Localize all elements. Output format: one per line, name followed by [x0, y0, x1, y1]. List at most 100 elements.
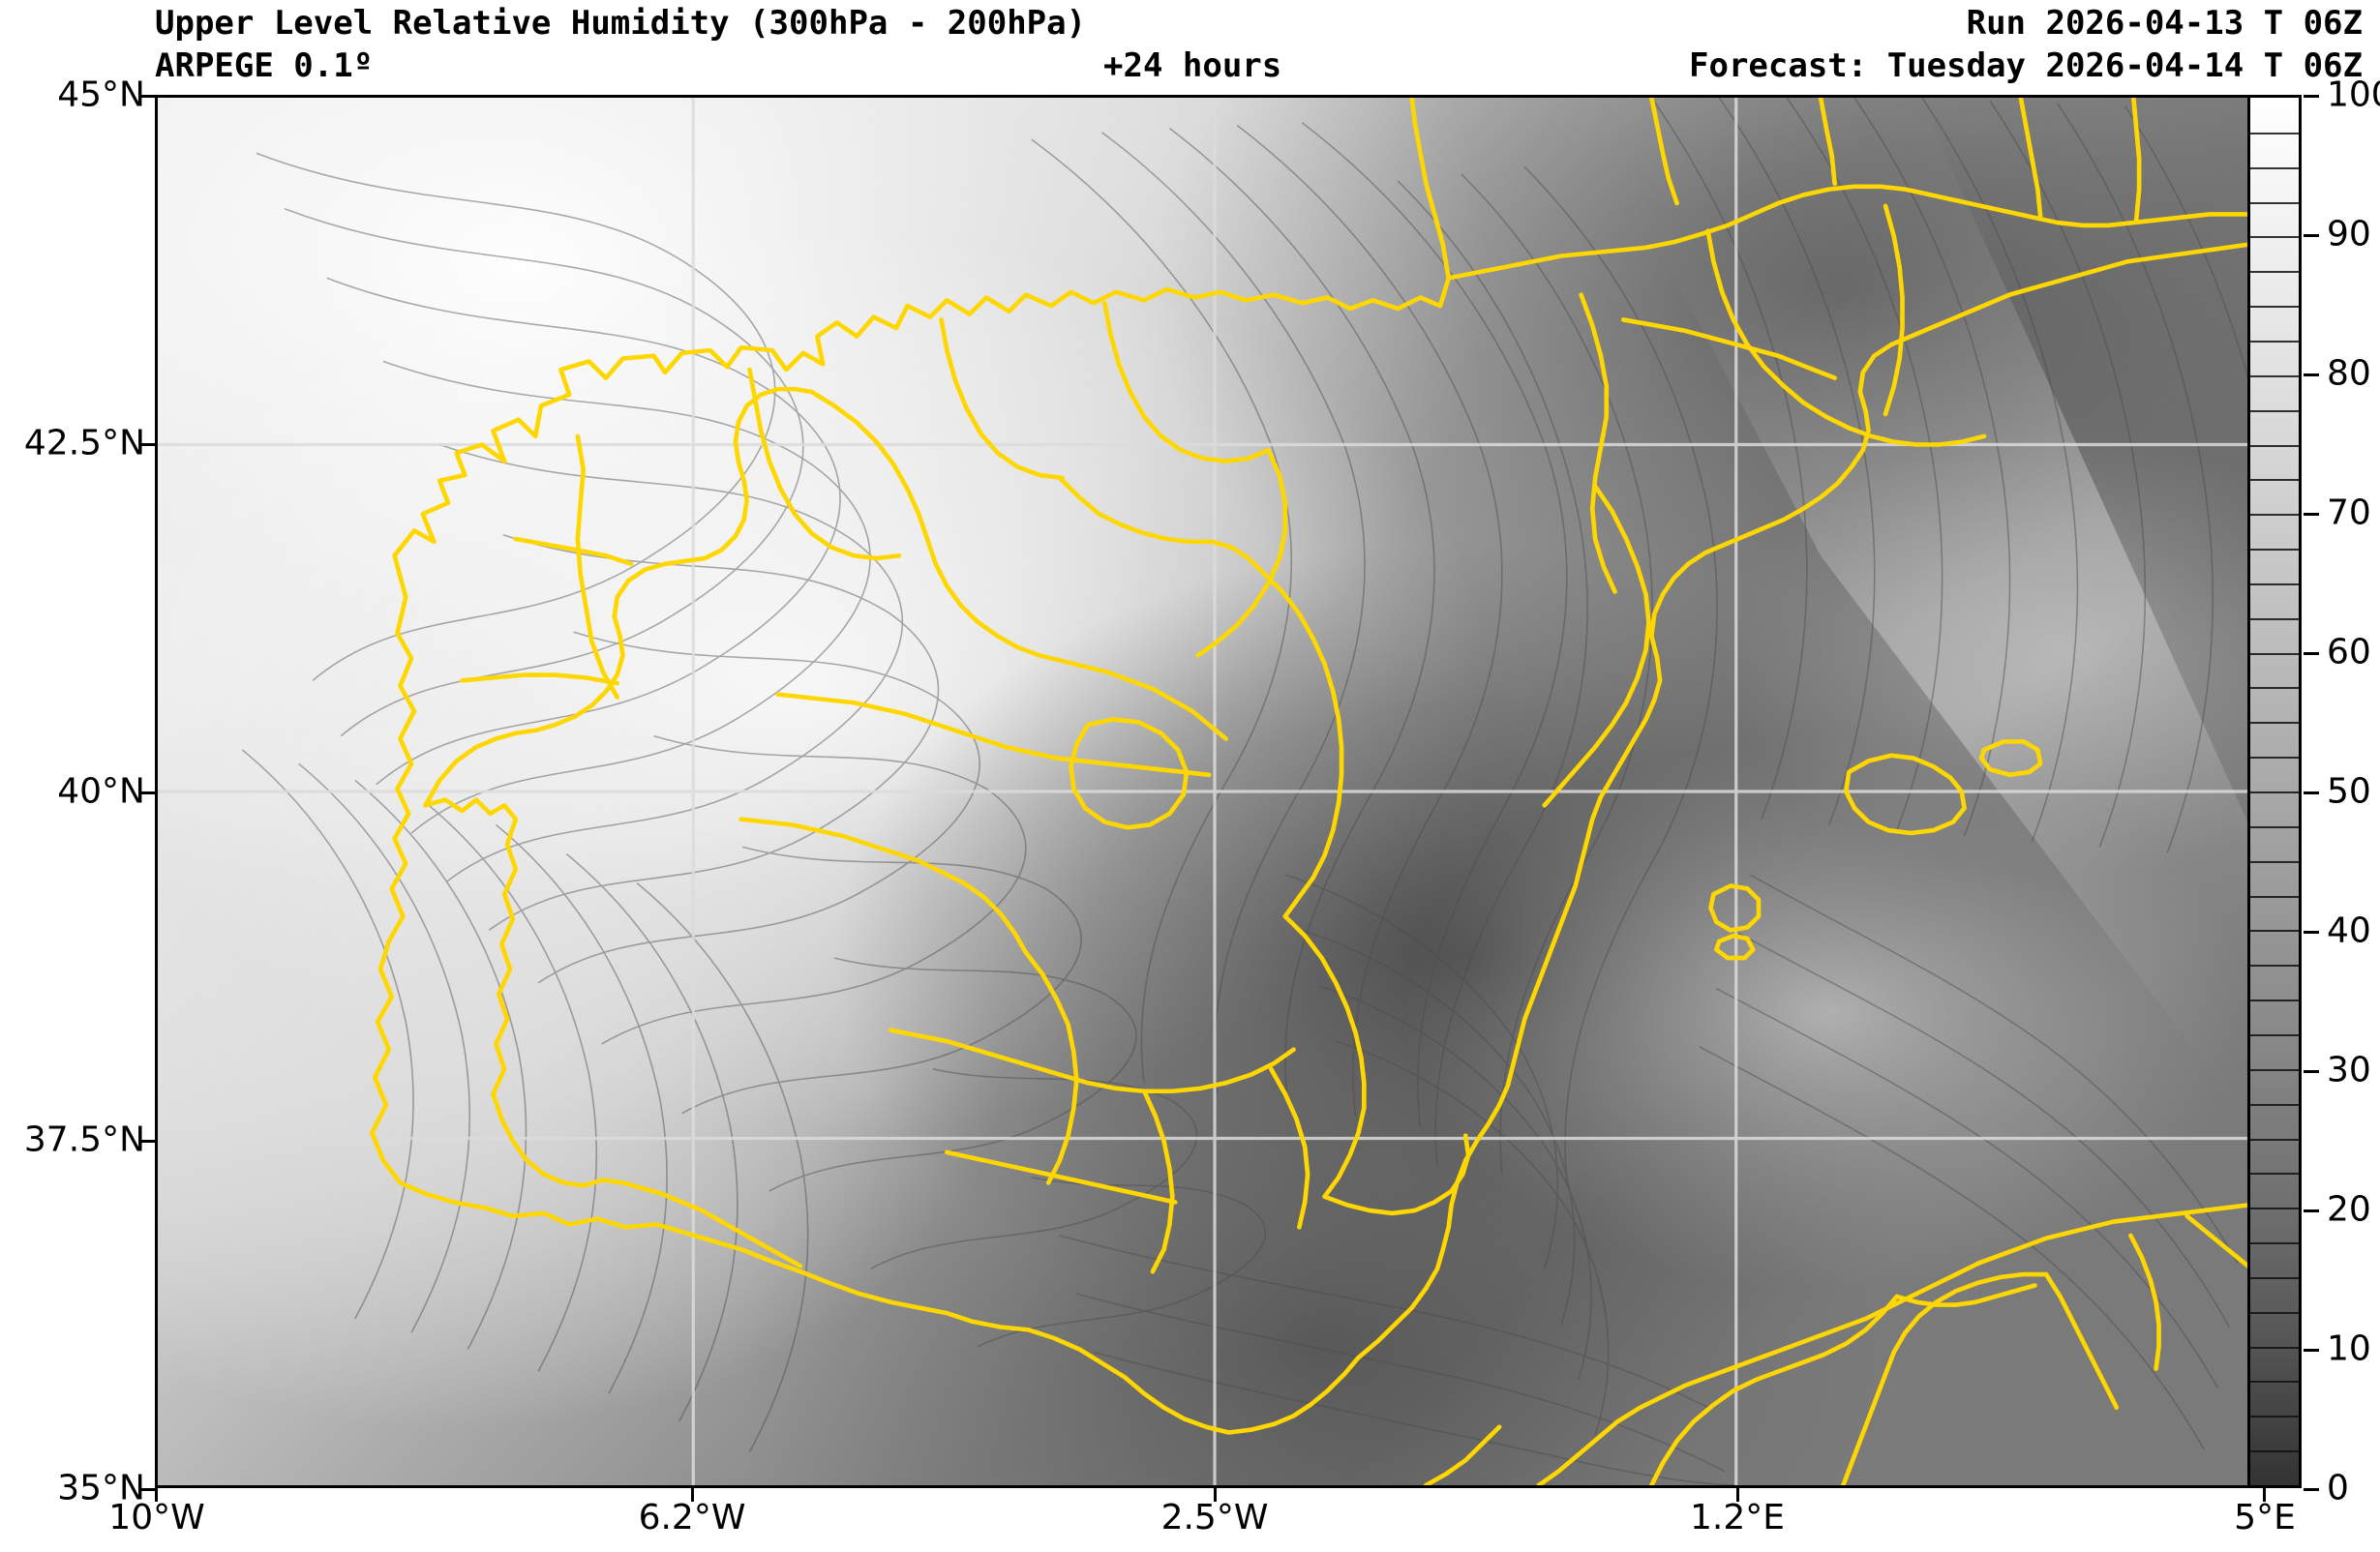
colorbar-tick-40 [2304, 931, 2319, 934]
y-tick-mark-37_5 [141, 1140, 155, 1143]
border-andalusia-3 [945, 1149, 1178, 1205]
colorbar-label-100: 100 [2327, 75, 2380, 115]
border-france-inner3 [1818, 98, 1837, 187]
border-africa-inner7 [1424, 1424, 1502, 1485]
humidity-map [158, 98, 2272, 1485]
colorbar-tick-100 [2304, 95, 2319, 98]
x-tick-mark-10W [155, 1488, 158, 1502]
border-castilla-mancha-south [888, 1028, 1296, 1094]
colorbar-label-60: 60 [2327, 632, 2371, 672]
y-tick-label-40: 40°N [57, 771, 145, 812]
map-plot-area[interactable] [155, 95, 2275, 1488]
colorbar-level-line [2250, 825, 2299, 828]
page-title: Upper Level Relative Humidity (300hPa - … [155, 4, 1087, 43]
colorbar-level-line [2250, 1068, 2299, 1071]
border-basque [1102, 300, 1271, 464]
colorbar-label-70: 70 [2327, 492, 2371, 533]
colorbar[interactable] [2247, 95, 2302, 1488]
border-cantabria [939, 317, 1066, 481]
border-aragon-west [1260, 570, 1344, 919]
x-tick-mark-5E [2263, 1488, 2266, 1502]
run-label: Run 2026-04-13 T 06Z [1966, 4, 2363, 43]
border-catalonia-inner1 [1620, 317, 1837, 380]
y-tick-label-45: 45°N [57, 75, 145, 115]
colorbar-tick-90 [2304, 234, 2319, 237]
colorbar-level-line [2250, 1033, 2299, 1036]
colorbar-level-line [2250, 306, 2299, 309]
border-africa-inner2 [1841, 1271, 2049, 1485]
colorbar-level-line [2250, 652, 2299, 655]
colorbar-level-line [2250, 271, 2299, 274]
border-andalusia-4 [1268, 1066, 1311, 1230]
colorbar-level-line [2250, 617, 2299, 620]
border-france-inner4 [1649, 98, 1679, 206]
border-extremadura [738, 817, 1029, 955]
colorbar-level-line [2250, 1138, 2299, 1141]
border-pyrenees-france [1446, 184, 2272, 281]
border-madrid [1069, 717, 1190, 830]
colorbar-level-line [2250, 514, 2299, 517]
header-line-1: Upper Level Relative Humidity (300hPa - … [0, 4, 2380, 45]
border-catalonia-inner3 [1883, 203, 1905, 417]
border-asturias [747, 367, 902, 561]
colorbar-tick-20 [2304, 1209, 2319, 1212]
colorbar-level-line [2250, 1450, 2299, 1453]
colorbar-level-line [2250, 132, 2299, 134]
x-tick-label-10W: 10°W [108, 1498, 205, 1537]
island-mallorca [1843, 753, 1967, 836]
y-tick-label-37_5: 37.5°N [23, 1119, 145, 1160]
border-africa-inner3 [2043, 1271, 2120, 1410]
y-tick-mark-35 [141, 1488, 155, 1491]
colorbar-label-80: 80 [2327, 353, 2371, 394]
colorbar-level-line [2250, 895, 2299, 898]
forecast-label: Forecast: Tuesday 2026-04-14 T 06Z [1689, 46, 2363, 85]
border-aragon-east [1542, 484, 1651, 808]
colorbar-tick-50 [2304, 791, 2319, 794]
colorbar-level-line [2250, 1103, 2299, 1106]
colorbar-tick-60 [2304, 652, 2319, 655]
colorbar-label-50: 50 [2327, 771, 2371, 812]
colorbar-label-10: 10 [2327, 1328, 2371, 1369]
colorbar-level-line [2250, 722, 2299, 725]
colorbar-level-line [2250, 201, 2299, 204]
border-catalonia-west [1579, 292, 1617, 594]
colorbar-level-line [2250, 409, 2299, 412]
border-galicia-2 [575, 433, 619, 700]
border-africa-inner4 [1894, 1283, 2037, 1307]
coastline-iberia-south [888, 1299, 1361, 1435]
coastline-iberia-north [392, 98, 1452, 600]
colorbar-tick-70 [2304, 513, 2319, 516]
island-ibiza [1708, 883, 1762, 933]
border-castilla-leon-south [809, 389, 1228, 741]
colorbar-label-30: 30 [2327, 1050, 2371, 1090]
border-france-inner2 [2130, 98, 2142, 223]
colorbar-tick-80 [2304, 373, 2319, 376]
border-africa-inner5 [2128, 1233, 2161, 1371]
border-murcia [1322, 1133, 1471, 1216]
model-label: ARPEGE 0.1º [155, 46, 374, 85]
colorbar-level-line [2250, 1000, 2299, 1002]
colorbar-tick-30 [2304, 1070, 2319, 1073]
colorbar-level-line [2250, 1276, 2299, 1279]
colorbar-level-line [2250, 965, 2299, 968]
border-france-inner1 [2018, 98, 2043, 220]
island-menorca [1978, 739, 2043, 778]
y-tick-label-35: 35°N [57, 1468, 145, 1508]
border-andalusia-1 [1023, 950, 1079, 1185]
header: Upper Level Relative Humidity (300hPa - … [0, 0, 2380, 93]
border-castilla-leon-south2 [775, 692, 1212, 778]
x-tick-mark-1_2E [1736, 1488, 1739, 1502]
island-formentera [1714, 933, 1756, 961]
colorbar-level-line [2250, 860, 2299, 863]
x-tick-mark-6_2W [691, 1488, 694, 1502]
border-valencia-west [1282, 913, 1367, 1200]
colorbar-level-line [2250, 549, 2299, 552]
colorbar-tick-0 [2304, 1488, 2319, 1491]
header-line-2: ARPEGE 0.1º +24 hours Forecast: Tuesday … [0, 46, 2380, 87]
colorbar-label-40: 40 [2327, 910, 2371, 951]
border-galicia-3 [460, 672, 619, 686]
coastline-portugal-west [369, 594, 893, 1305]
x-tick-label-1_2E: 1.2°E [1690, 1498, 1785, 1537]
border-portugal-spain [423, 797, 803, 1268]
border-catalonia-inner4 [1823, 414, 1987, 447]
